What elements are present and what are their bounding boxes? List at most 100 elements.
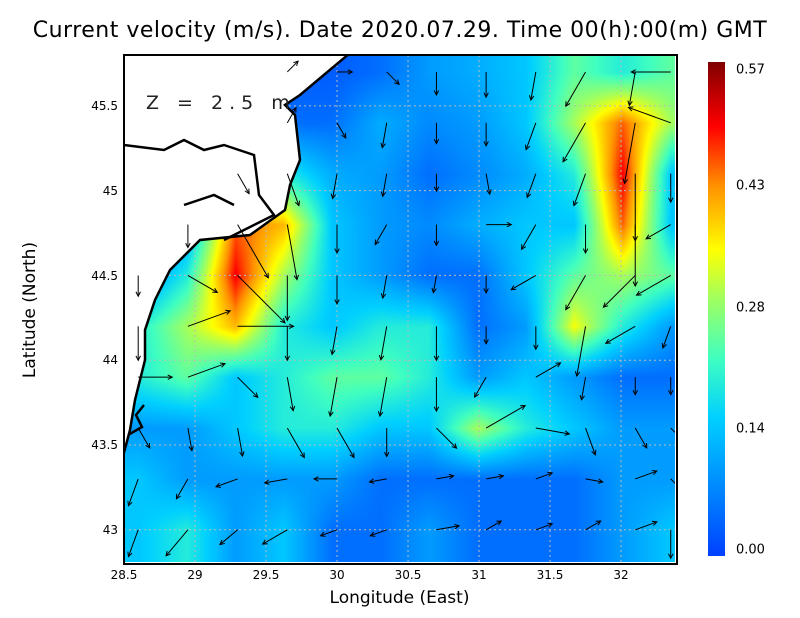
velocity-arrow (433, 377, 440, 413)
velocity-arrow (436, 523, 461, 531)
velocity-arrow (622, 122, 636, 185)
velocity-arrow (380, 122, 388, 149)
velocity-arrow (334, 275, 340, 306)
colorbar-tick: 0.14 (736, 421, 765, 437)
velocity-arrow (185, 224, 191, 249)
velocity-arrow (237, 275, 286, 324)
velocity-arrow (286, 173, 301, 207)
y-tick: 43 (102, 523, 118, 537)
velocity-arrow (535, 362, 562, 378)
velocity-arrow (377, 377, 388, 418)
velocity-arrow (187, 275, 219, 293)
velocity-arrow (431, 275, 437, 294)
velocity-arrow (630, 69, 671, 75)
velocity-arrow (485, 520, 503, 531)
velocity-arrow (284, 326, 291, 362)
velocity-arrow (127, 478, 139, 507)
velocity-arrow (187, 427, 194, 452)
velocity-arrow (436, 473, 455, 480)
x-tick: 31.5 (536, 568, 564, 582)
velocity-arrow (562, 122, 586, 163)
velocity-arrow (328, 377, 338, 418)
velocity-arrow (604, 325, 636, 344)
velocity-arrow (433, 173, 440, 193)
velocity-arrow (127, 529, 139, 558)
velocity-arrow (135, 275, 141, 298)
velocity-arrow (670, 478, 675, 484)
velocity-arrow (579, 377, 587, 401)
velocity-arrow (535, 471, 554, 480)
velocity-arrow (187, 309, 232, 327)
velocity-arrow (237, 376, 259, 399)
velocity-arrow (165, 529, 189, 557)
velocity-arrow (483, 275, 489, 295)
velocity-arrow (634, 427, 648, 449)
velocity-arrow (175, 478, 189, 500)
velocity-arrow (368, 478, 387, 484)
x-tick: 31 (471, 568, 487, 582)
velocity-arrow (627, 106, 671, 124)
velocity-arrow (533, 326, 539, 351)
velocity-arrow (565, 71, 586, 108)
velocity-arrow (330, 173, 338, 200)
velocity-arrow (510, 275, 537, 291)
velocity-arrow (433, 122, 440, 145)
velocity-arrow (486, 221, 513, 228)
x-tick: 30.5 (394, 568, 422, 582)
velocity-arrow (261, 529, 288, 545)
velocity-arrow (334, 224, 340, 255)
velocity-arrow (137, 427, 151, 449)
velocity-arrow (286, 106, 297, 124)
velocity-arrow (521, 224, 537, 251)
velocity-arrow (668, 173, 674, 204)
y-tick: 45 (102, 184, 118, 198)
chart-title: Current velocity (m/s). Date 2020.07.29.… (32, 18, 768, 43)
velocity-arrow (237, 224, 269, 279)
velocity-arrow (312, 476, 338, 482)
y-tick: 44 (102, 353, 118, 367)
velocity-arrow (483, 71, 489, 99)
velocity-arrow (635, 520, 658, 531)
velocity-arrow (483, 122, 489, 147)
velocity-arrow (384, 428, 390, 458)
depth-annotation: Z = 2.5 m (146, 92, 296, 114)
velocity-arrow (535, 427, 571, 436)
velocity-arrow (436, 427, 458, 449)
velocity-arrow (330, 326, 338, 356)
velocity-arrow (237, 323, 295, 330)
velocity-arrow (138, 374, 174, 380)
y-tick: 45.5 (91, 99, 118, 113)
velocity-arrow (135, 326, 141, 362)
velocity-arrow (286, 427, 305, 459)
velocity-arrow (627, 71, 636, 107)
velocity-arrow (668, 377, 674, 396)
velocity-arrow (585, 520, 602, 531)
velocity-arrow (535, 522, 554, 531)
velocity-arrow (336, 427, 355, 459)
velocity-arrow (528, 71, 537, 102)
velocity-arrow (574, 326, 587, 378)
velocity-arrow (369, 529, 387, 537)
x-tick: 28.5 (110, 568, 138, 582)
velocity-arrow (286, 224, 299, 281)
plot-area (124, 55, 675, 562)
velocity-arrow (237, 173, 250, 195)
velocity-arrow (485, 404, 527, 429)
velocity-arrow (219, 529, 238, 546)
velocity-arrow (632, 377, 638, 396)
velocity-arrow (433, 71, 440, 97)
colorbar (708, 62, 725, 556)
velocity-arrow (486, 473, 505, 480)
velocity-arrow (582, 224, 589, 255)
velocity-arrow (386, 71, 400, 86)
velocity-arrow (187, 362, 227, 378)
y-axis-label: Latitude (North) (20, 241, 40, 379)
velocity-arrow (374, 224, 388, 246)
velocity-arrow (378, 326, 388, 361)
x-tick: 30 (329, 568, 345, 582)
velocity-arrow (336, 122, 347, 139)
colorbar-tick: 0.43 (736, 178, 765, 194)
velocity-arrow (284, 275, 291, 322)
velocity-arrow (585, 478, 604, 484)
